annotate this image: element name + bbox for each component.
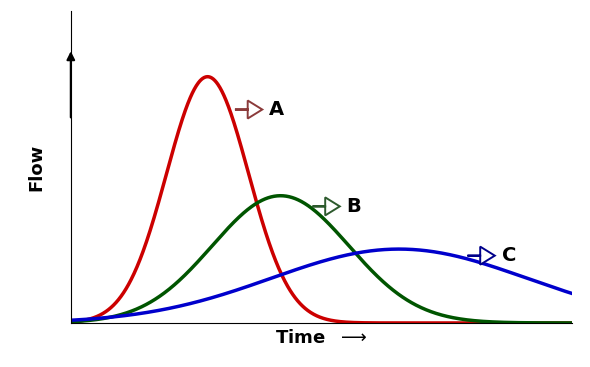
- FancyArrow shape: [235, 101, 263, 119]
- Text: C: C: [502, 246, 516, 265]
- FancyArrow shape: [467, 247, 495, 265]
- Text: A: A: [269, 100, 284, 119]
- Y-axis label: Flow: Flow: [28, 143, 46, 190]
- Text: B: B: [347, 197, 361, 216]
- FancyArrow shape: [313, 197, 340, 215]
- X-axis label: Time  $\longrightarrow$: Time $\longrightarrow$: [276, 328, 368, 346]
